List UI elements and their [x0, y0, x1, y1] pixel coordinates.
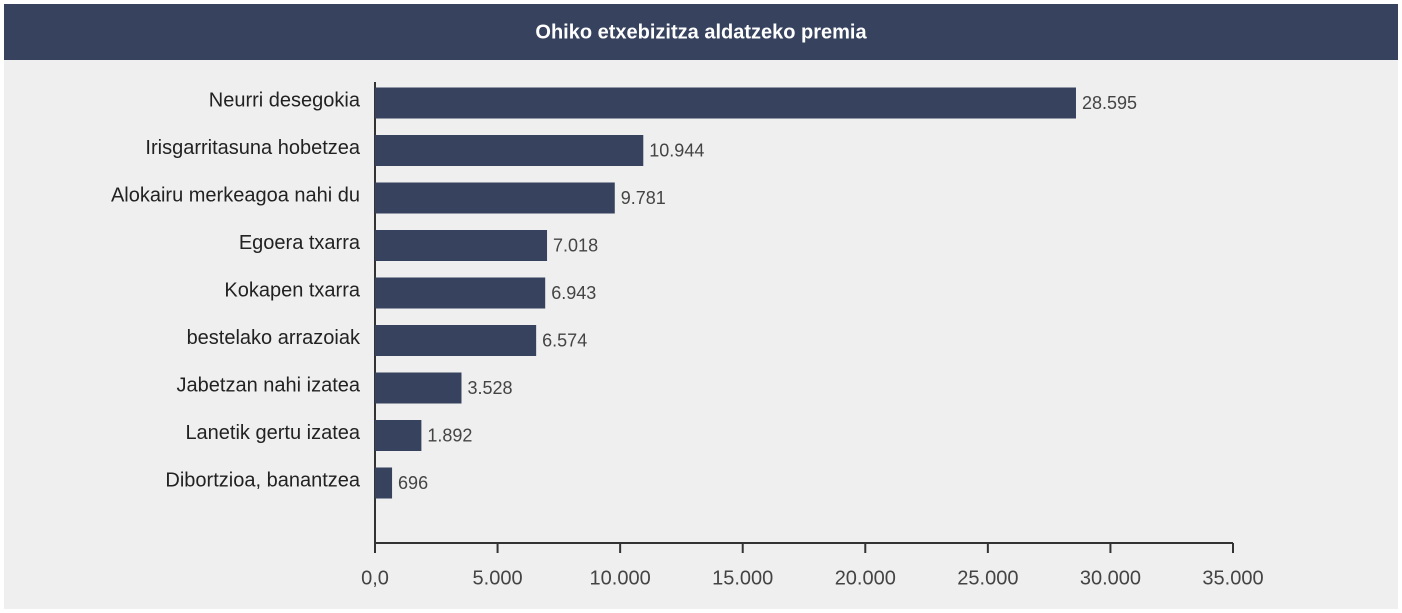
value-label: 9.781	[621, 188, 666, 208]
x-tick-label: 5.000	[473, 567, 523, 589]
value-label: 28.595	[1082, 93, 1137, 113]
x-tick-label: 35.000	[1202, 567, 1263, 589]
x-tick-label: 20.000	[835, 567, 896, 589]
y-tick-label: Irisgarritasuna hobetzea	[145, 137, 360, 159]
y-tick-label: Dibortzioa, banantzea	[165, 469, 360, 491]
value-label: 6.943	[551, 283, 596, 303]
y-tick-label: Kokapen txarra	[224, 279, 361, 301]
bar	[375, 230, 548, 261]
y-tick-label: Egoera txarra	[239, 232, 361, 254]
value-label: 7.018	[553, 235, 598, 255]
y-tick-label: Alokairu merkeagoa nahi du	[111, 184, 360, 206]
y-tick-label: Lanetik gertu izatea	[185, 422, 360, 444]
x-tick-label: 0,0	[361, 567, 389, 589]
x-tick-label: 30.000	[1080, 567, 1141, 589]
header	[4, 4, 1398, 60]
bar	[375, 87, 1076, 119]
bar	[375, 135, 644, 166]
bar	[375, 372, 462, 404]
value-label: 1.892	[427, 425, 472, 445]
value-label: 10.944	[649, 140, 704, 160]
value-label: 6.574	[542, 330, 587, 350]
bar	[375, 467, 393, 499]
value-label: 696	[398, 473, 428, 493]
chart-title: Ohiko etxebizitza aldatzeko premia	[535, 21, 867, 43]
x-tick-label: 10.000	[590, 567, 651, 589]
y-tick-label: Jabetzan nahi izatea	[177, 374, 361, 396]
bar	[375, 182, 615, 214]
y-tick-label: bestelako arrazoiak	[187, 327, 361, 349]
bar	[375, 277, 546, 309]
x-tick-label: 25.000	[957, 567, 1018, 589]
x-tick-label: 15.000	[712, 567, 773, 589]
value-label: 3.528	[467, 378, 512, 398]
bar	[375, 325, 537, 356]
bar	[375, 420, 422, 451]
y-tick-label: Neurri desegokia	[209, 89, 361, 111]
